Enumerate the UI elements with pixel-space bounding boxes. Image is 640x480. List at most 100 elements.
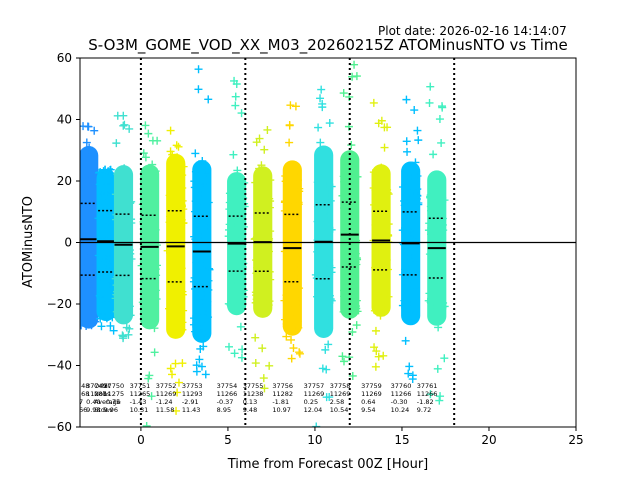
orbit-point xyxy=(230,193,237,200)
orbit-point xyxy=(154,295,161,302)
chart-title: S-O3M_GOME_VOD_XX_M03_20260215Z ATOMinus… xyxy=(88,36,567,55)
orbit-point xyxy=(99,185,106,192)
orbit-point xyxy=(427,228,434,235)
orbit-outlier xyxy=(325,119,334,128)
orbit-point xyxy=(402,215,409,222)
orbit-stat: 11275 xyxy=(104,390,125,398)
orbit-outlier xyxy=(429,150,438,159)
orbit-point xyxy=(225,221,232,228)
orbit-point xyxy=(284,192,291,199)
x-tick-label: 10 xyxy=(307,433,322,447)
orbit-point xyxy=(440,221,447,228)
orbit-point xyxy=(295,291,302,298)
orbit-outlier xyxy=(352,72,361,81)
orbit-outlier xyxy=(259,374,268,383)
orbit-point xyxy=(371,197,378,204)
orbit-point xyxy=(262,274,269,281)
orbit-point xyxy=(165,192,172,199)
orbit-point xyxy=(150,304,157,311)
orbit-point xyxy=(117,314,124,321)
orbit-point xyxy=(265,187,272,194)
orbit-point xyxy=(339,308,346,315)
orbit-point xyxy=(84,284,91,291)
orbit-point xyxy=(147,316,154,323)
orbit-point xyxy=(193,221,200,228)
orbit-outlier xyxy=(347,141,356,150)
orbit-point xyxy=(319,169,326,176)
orbit-point xyxy=(413,308,420,315)
orbit-stat: 37755 xyxy=(243,382,264,390)
orbit-point xyxy=(258,281,265,288)
y-tick-label: 40 xyxy=(57,113,72,127)
orbit-point xyxy=(398,227,405,234)
orbit-outlier xyxy=(120,164,129,173)
orbit-point xyxy=(129,255,136,262)
orbit-point xyxy=(181,219,188,226)
orbit-point xyxy=(255,192,262,199)
orbit-point xyxy=(202,309,209,316)
orbit-point xyxy=(324,285,331,292)
orbit-point xyxy=(190,274,197,281)
orbit-point xyxy=(80,226,83,233)
orbit-outlier xyxy=(178,359,187,368)
orbit-point xyxy=(404,199,411,206)
orbit-stat: 11238 xyxy=(243,390,264,398)
orbit-stat: 11266 xyxy=(417,390,438,398)
orbit-point xyxy=(190,208,197,215)
orbit-outlier xyxy=(167,162,176,171)
orbit-outlier xyxy=(194,65,203,74)
orbit-point xyxy=(369,169,376,176)
orbit-point xyxy=(112,282,119,289)
orbit-point xyxy=(266,248,273,255)
orbit-point xyxy=(145,253,152,260)
orbit-point xyxy=(292,240,299,247)
orbit-point xyxy=(179,326,186,333)
orbit-outlier xyxy=(338,352,347,361)
orbit-point xyxy=(316,282,323,289)
orbit-stat: 10.24 xyxy=(391,406,410,414)
orbit-point xyxy=(145,186,152,193)
orbit-point xyxy=(375,301,382,308)
orbit-point xyxy=(124,192,131,199)
orbit-point xyxy=(225,206,232,213)
orbit-point xyxy=(372,274,379,281)
orbit-point xyxy=(268,276,275,283)
orbit-outlier xyxy=(425,98,434,107)
orbit-point xyxy=(434,284,441,291)
orbit-point xyxy=(98,261,105,268)
orbit-outlier xyxy=(126,311,135,320)
orbit-outlier xyxy=(403,147,412,156)
orbit-outlier xyxy=(374,352,383,361)
orbit-point xyxy=(437,234,444,241)
orbit-point xyxy=(80,232,87,239)
orbit-point xyxy=(326,166,333,173)
orbit-point xyxy=(89,278,96,285)
orbit-outlier xyxy=(317,85,326,94)
orbit-point xyxy=(320,246,327,253)
orbit-outlier xyxy=(145,371,154,380)
orbit-point xyxy=(318,192,325,199)
orbit-outlier xyxy=(289,344,298,353)
orbit-point xyxy=(268,177,275,184)
orbit-point xyxy=(342,274,349,281)
orbit-point xyxy=(410,186,417,193)
orbit-outlier xyxy=(173,153,182,162)
orbit-outlier xyxy=(191,149,200,158)
orbit-point xyxy=(168,184,175,191)
orbit-point xyxy=(291,303,298,310)
orbit-point xyxy=(435,189,442,196)
orbit-point xyxy=(253,247,260,254)
orbit-point xyxy=(87,282,94,289)
orbit-point xyxy=(124,209,131,216)
orbit-point xyxy=(260,183,267,190)
orbit-stat: -1.82 xyxy=(417,398,434,406)
orbit-outlier xyxy=(433,364,442,373)
orbit-point xyxy=(375,254,382,261)
orbit-stat: 11269 xyxy=(304,390,325,398)
orbit-point xyxy=(181,163,188,170)
orbit-outlier xyxy=(405,362,414,371)
orbit-point xyxy=(431,249,438,256)
orbit-point xyxy=(370,307,377,314)
orbit-stat: 8.95 xyxy=(217,406,231,414)
orbit-outlier xyxy=(96,168,105,177)
